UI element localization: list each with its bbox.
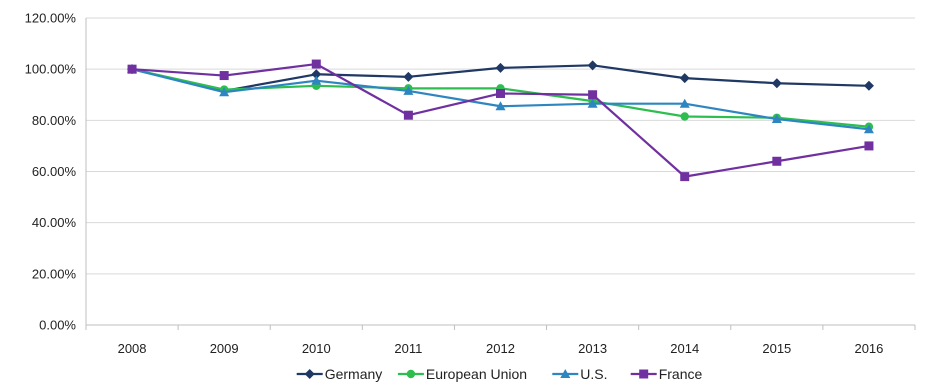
y-axis-tick-labels: 0.00% 20.00% 40.00% 60.00% 80.00% 100.00% 120.… <box>25 11 77 333</box>
y-tick-label: 40.00% <box>32 215 77 230</box>
y-tick-label: 120.00% <box>25 11 77 26</box>
data-point-u-s- <box>495 101 506 111</box>
gridlines <box>86 17 915 275</box>
data-point-u-s- <box>863 124 874 134</box>
data-point-u-s- <box>771 114 782 124</box>
y-tick-label: 100.00% <box>25 62 77 77</box>
x-axis-tick-labels: 2008 2009 2010 2011 2012 2013 2014 2015 2016 <box>118 341 884 356</box>
data-point-france <box>219 71 229 81</box>
data-point-france <box>588 90 598 100</box>
x-tick-label: 2016 <box>854 341 883 356</box>
data-point-u-s- <box>679 98 690 108</box>
legend-marker <box>406 369 416 379</box>
legend-label: U.S. <box>580 366 607 382</box>
data-point-germany <box>863 80 874 91</box>
y-tick-label: 80.00% <box>32 113 77 128</box>
x-tick-label: 2011 <box>394 341 422 356</box>
series-france <box>127 59 874 182</box>
data-point-france <box>772 156 782 166</box>
data-point-u-s- <box>311 75 322 85</box>
legend-label: France <box>659 366 703 382</box>
data-point-u-s- <box>587 98 598 108</box>
data-point-france <box>496 88 505 98</box>
axes <box>85 18 916 330</box>
data-point-u-s- <box>403 85 414 95</box>
y-tick-label: 60.00% <box>32 164 77 179</box>
data-point-france <box>403 110 413 120</box>
series-lines <box>127 59 874 182</box>
legend-marker <box>304 369 315 379</box>
data-point-european-union <box>680 112 689 121</box>
data-point-u-s- <box>219 87 230 97</box>
x-tick-label: 2008 <box>118 341 147 356</box>
legend-item-france: France <box>630 366 703 382</box>
legend-marker <box>560 369 571 378</box>
data-point-france <box>680 172 690 182</box>
data-point-germany <box>771 78 782 89</box>
legend: Germany European Union U.S. France <box>296 366 703 382</box>
data-point-france <box>127 64 137 74</box>
x-tick-label: 2010 <box>302 341 331 356</box>
data-point-germany <box>403 71 414 82</box>
data-point-germany <box>587 60 598 71</box>
legend-item-u-s-: U.S. <box>552 366 608 382</box>
y-tick-label: 20.00% <box>32 266 77 281</box>
x-tick-label: 2013 <box>578 341 607 356</box>
legend-label: Germany <box>325 366 383 382</box>
legend-item-european-union: European Union <box>397 366 527 382</box>
x-tick-label: 2015 <box>762 341 791 356</box>
legend-item-germany: Germany <box>296 366 383 382</box>
x-tick-label: 2014 <box>670 341 699 356</box>
legend-marker <box>639 369 649 379</box>
data-point-france <box>311 59 321 69</box>
y-tick-label: 0.00% <box>39 318 76 333</box>
x-tick-label: 2012 <box>486 341 515 356</box>
data-point-france <box>864 141 874 151</box>
x-tick-label: 2009 <box>210 341 239 356</box>
data-point-germany <box>495 62 506 73</box>
legend-label: European Union <box>426 366 527 382</box>
data-point-germany <box>311 69 322 80</box>
data-point-germany <box>679 73 690 84</box>
